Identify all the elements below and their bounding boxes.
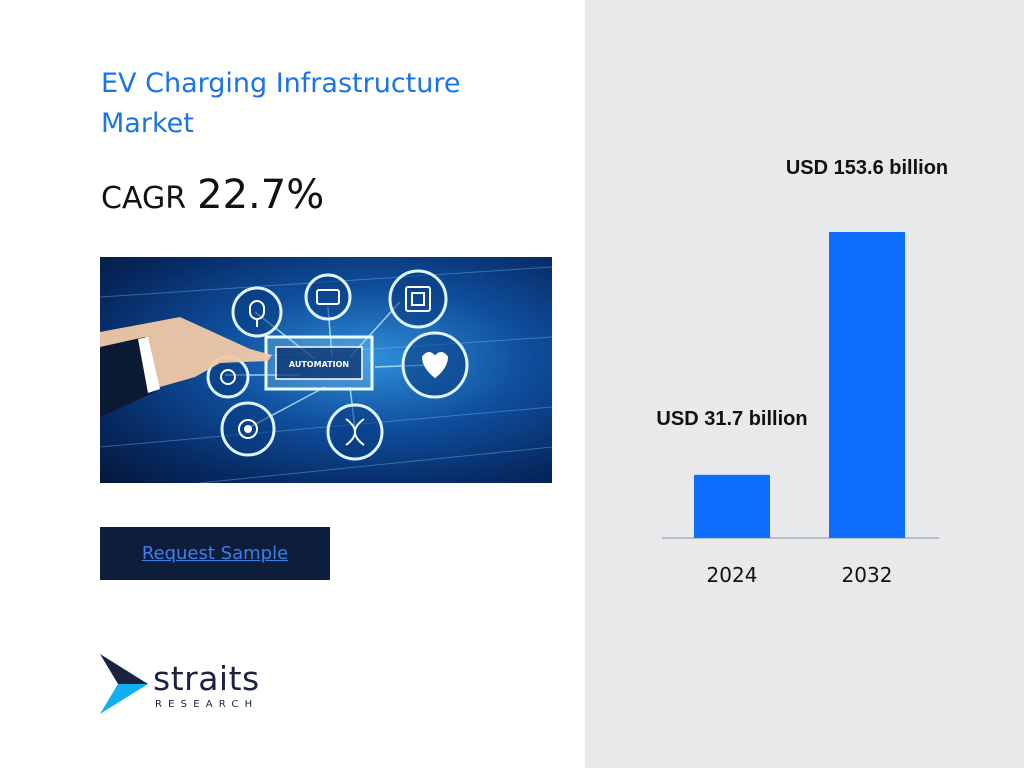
x-tick-label-2032: 2032	[842, 563, 893, 587]
cagr-value: 22.7%	[197, 172, 325, 218]
market-size-bar-chart: USD 31.7 billion 2024 USD 153.6 billion 203…	[656, 157, 948, 587]
bar-2032	[829, 232, 905, 538]
x-tick-label-2024: 2024	[707, 563, 758, 587]
automation-label: AUTOMATION	[289, 360, 349, 369]
request-sample-button[interactable]: Request Sample	[100, 527, 330, 580]
automation-illustration: AUTOMATION	[100, 266, 552, 483]
bar-2024	[694, 474, 770, 538]
brand-name: straits	[153, 659, 260, 698]
data-label-2024: USD 31.7 billion	[656, 408, 807, 430]
chart-panel	[585, 0, 1024, 768]
straits-logo-icon	[100, 654, 148, 714]
straits-logo: straits RESEARCH	[98, 652, 268, 716]
cagr-label: CAGR	[101, 181, 187, 216]
data-label-2032: USD 153.6 billion	[786, 157, 948, 179]
request-sample-link[interactable]: Request Sample	[141, 543, 289, 564]
brand-tagline: RESEARCH	[155, 699, 259, 710]
automation-hero-image: AUTOMATION	[100, 257, 552, 483]
page-title: EV Charging Infrastructure Market	[101, 68, 461, 139]
cagr-block: CAGR 22.7%	[101, 172, 324, 218]
